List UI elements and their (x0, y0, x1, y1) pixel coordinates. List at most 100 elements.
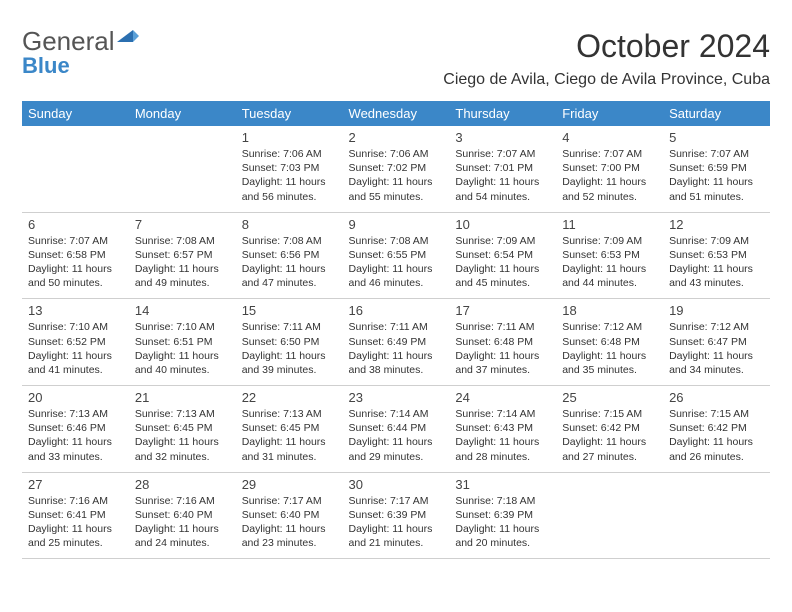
day-number: 12 (669, 217, 764, 232)
weekday-header: Wednesday (343, 101, 450, 126)
day-number: 18 (562, 303, 657, 318)
day-info: Sunrise: 7:07 AMSunset: 7:00 PMDaylight:… (562, 147, 657, 204)
day-info: Sunrise: 7:11 AMSunset: 6:49 PMDaylight:… (349, 320, 444, 377)
header: General Blue October 2024 Ciego de Avila… (22, 28, 770, 89)
day-number: 1 (242, 130, 337, 145)
calendar-day-cell: 15 Sunrise: 7:11 AMSunset: 6:50 PMDayligh… (236, 299, 343, 386)
day-number: 21 (135, 390, 230, 405)
day-info: Sunrise: 7:16 AMSunset: 6:40 PMDaylight:… (135, 494, 230, 551)
calendar-day-cell: 7 Sunrise: 7:08 AMSunset: 6:57 PMDaylight… (129, 212, 236, 299)
brand-blue: Blue (22, 55, 70, 77)
day-info: Sunrise: 7:14 AMSunset: 6:43 PMDaylight:… (455, 407, 550, 464)
day-info: Sunrise: 7:06 AMSunset: 7:03 PMDaylight:… (242, 147, 337, 204)
day-info: Sunrise: 7:08 AMSunset: 6:56 PMDaylight:… (242, 234, 337, 291)
weekday-header: Tuesday (236, 101, 343, 126)
day-number: 24 (455, 390, 550, 405)
logo-mark-icon (117, 28, 139, 51)
day-info: Sunrise: 7:15 AMSunset: 6:42 PMDaylight:… (669, 407, 764, 464)
weekday-header: Monday (129, 101, 236, 126)
day-number: 30 (349, 477, 444, 492)
day-info: Sunrise: 7:07 AMSunset: 7:01 PMDaylight:… (455, 147, 550, 204)
calendar-day-cell: 4 Sunrise: 7:07 AMSunset: 7:00 PMDaylight… (556, 126, 663, 212)
day-number: 10 (455, 217, 550, 232)
calendar-day-cell: 6Sunrise: 7:07 AMSunset: 6:58 PMDaylight… (22, 212, 129, 299)
day-number: 16 (349, 303, 444, 318)
calendar-day-cell: 19 Sunrise: 7:12 AMSunset: 6:47 PMDayligh… (663, 299, 770, 386)
day-info: Sunrise: 7:12 AMSunset: 6:48 PMDaylight:… (562, 320, 657, 377)
location-text: Ciego de Avila, Ciego de Avila Province,… (443, 71, 770, 89)
day-number: 23 (349, 390, 444, 405)
calendar-day-cell: 2Sunrise: 7:06 AMSunset: 7:02 PMDaylight… (343, 126, 450, 212)
day-number: 22 (242, 390, 337, 405)
day-info: Sunrise: 7:08 AMSunset: 6:55 PMDaylight:… (349, 234, 444, 291)
day-info: Sunrise: 7:13 AMSunset: 6:45 PMDaylight:… (135, 407, 230, 464)
brand-logo: General Blue (22, 28, 139, 77)
calendar-day-cell: 16 Sunrise: 7:11 AMSunset: 6:49 PMDayligh… (343, 299, 450, 386)
day-number: 7 (135, 217, 230, 232)
day-number: 14 (135, 303, 230, 318)
calendar-day-cell: 3 Sunrise: 7:07 AMSunset: 7:01 PMDaylight… (449, 126, 556, 212)
day-number: 25 (562, 390, 657, 405)
day-number: 11 (562, 217, 657, 232)
calendar-day-cell: 9 Sunrise: 7:08 AMSunset: 6:55 PMDaylight… (343, 212, 450, 299)
day-info: Sunrise: 7:09 AMSunset: 6:53 PMDaylight:… (562, 234, 657, 291)
day-number: 31 (455, 477, 550, 492)
month-title: October 2024 (443, 28, 770, 65)
day-number: 6 (28, 217, 123, 232)
day-info: Sunrise: 7:09 AMSunset: 6:53 PMDaylight:… (669, 234, 764, 291)
calendar-day-cell: 21 Sunrise: 7:13 AMSunset: 6:45 PMDayligh… (129, 386, 236, 473)
title-block: October 2024 Ciego de Avila, Ciego de Av… (443, 28, 770, 89)
weekday-header: Sunday (22, 101, 129, 126)
calendar-day-cell: 26Sunrise: 7:15 AMSunset: 6:42 PMDayligh… (663, 386, 770, 473)
calendar-week-row: 20Sunrise: 7:13 AMSunset: 6:46 PMDayligh… (22, 386, 770, 473)
calendar-table: Sunday Monday Tuesday Wednesday Thursday… (22, 101, 770, 559)
calendar-day-cell: 17Sunrise: 7:11 AMSunset: 6:48 PMDayligh… (449, 299, 556, 386)
brand-general: General (22, 26, 115, 56)
day-info: Sunrise: 7:08 AMSunset: 6:57 PMDaylight:… (135, 234, 230, 291)
day-number: 3 (455, 130, 550, 145)
calendar-day-cell: 13 Sunrise: 7:10 AMSunset: 6:52 PMDayligh… (22, 299, 129, 386)
day-info: Sunrise: 7:11 AMSunset: 6:50 PMDaylight:… (242, 320, 337, 377)
calendar-day-cell (556, 472, 663, 559)
weekday-header: Saturday (663, 101, 770, 126)
day-info: Sunrise: 7:15 AMSunset: 6:42 PMDaylight:… (562, 407, 657, 464)
day-info: Sunrise: 7:17 AMSunset: 6:39 PMDaylight:… (349, 494, 444, 551)
calendar-body: 1 Sunrise: 7:06 AMSunset: 7:03 PMDaylight… (22, 126, 770, 559)
weekday-header: Friday (556, 101, 663, 126)
calendar-day-cell (129, 126, 236, 212)
day-number: 27 (28, 477, 123, 492)
day-number: 15 (242, 303, 337, 318)
weekday-header-row: Sunday Monday Tuesday Wednesday Thursday… (22, 101, 770, 126)
day-info: Sunrise: 7:12 AMSunset: 6:47 PMDaylight:… (669, 320, 764, 377)
calendar-day-cell: 29 Sunrise: 7:17 AMSunset: 6:40 PMDayligh… (236, 472, 343, 559)
calendar-day-cell: 10 Sunrise: 7:09 AMSunset: 6:54 PMDayligh… (449, 212, 556, 299)
calendar-day-cell: 25 Sunrise: 7:15 AMSunset: 6:42 PMDayligh… (556, 386, 663, 473)
calendar-page: General Blue October 2024 Ciego de Avila… (0, 0, 792, 569)
calendar-week-row: 27 Sunrise: 7:16 AMSunset: 6:41 PMDayligh… (22, 472, 770, 559)
calendar-day-cell: 14Sunrise: 7:10 AMSunset: 6:51 PMDayligh… (129, 299, 236, 386)
calendar-day-cell: 18 Sunrise: 7:12 AMSunset: 6:48 PMDayligh… (556, 299, 663, 386)
day-info: Sunrise: 7:09 AMSunset: 6:54 PMDaylight:… (455, 234, 550, 291)
calendar-day-cell: 8Sunrise: 7:08 AMSunset: 6:56 PMDaylight… (236, 212, 343, 299)
calendar-day-cell: 20Sunrise: 7:13 AMSunset: 6:46 PMDayligh… (22, 386, 129, 473)
calendar-day-cell (663, 472, 770, 559)
calendar-day-cell: 22Sunrise: 7:13 AMSunset: 6:45 PMDayligh… (236, 386, 343, 473)
day-number: 29 (242, 477, 337, 492)
day-info: Sunrise: 7:16 AMSunset: 6:41 PMDaylight:… (28, 494, 123, 551)
calendar-day-cell: 1 Sunrise: 7:06 AMSunset: 7:03 PMDaylight… (236, 126, 343, 212)
weekday-header: Thursday (449, 101, 556, 126)
calendar-day-cell (22, 126, 129, 212)
day-info: Sunrise: 7:06 AMSunset: 7:02 PMDaylight:… (349, 147, 444, 204)
day-number: 19 (669, 303, 764, 318)
day-number: 20 (28, 390, 123, 405)
day-number: 4 (562, 130, 657, 145)
day-info: Sunrise: 7:17 AMSunset: 6:40 PMDaylight:… (242, 494, 337, 551)
day-number: 13 (28, 303, 123, 318)
day-number: 28 (135, 477, 230, 492)
day-info: Sunrise: 7:10 AMSunset: 6:52 PMDaylight:… (28, 320, 123, 377)
day-number: 9 (349, 217, 444, 232)
calendar-day-cell: 27 Sunrise: 7:16 AMSunset: 6:41 PMDayligh… (22, 472, 129, 559)
calendar-day-cell: 11 Sunrise: 7:09 AMSunset: 6:53 PMDayligh… (556, 212, 663, 299)
day-number: 5 (669, 130, 764, 145)
day-info: Sunrise: 7:14 AMSunset: 6:44 PMDaylight:… (349, 407, 444, 464)
